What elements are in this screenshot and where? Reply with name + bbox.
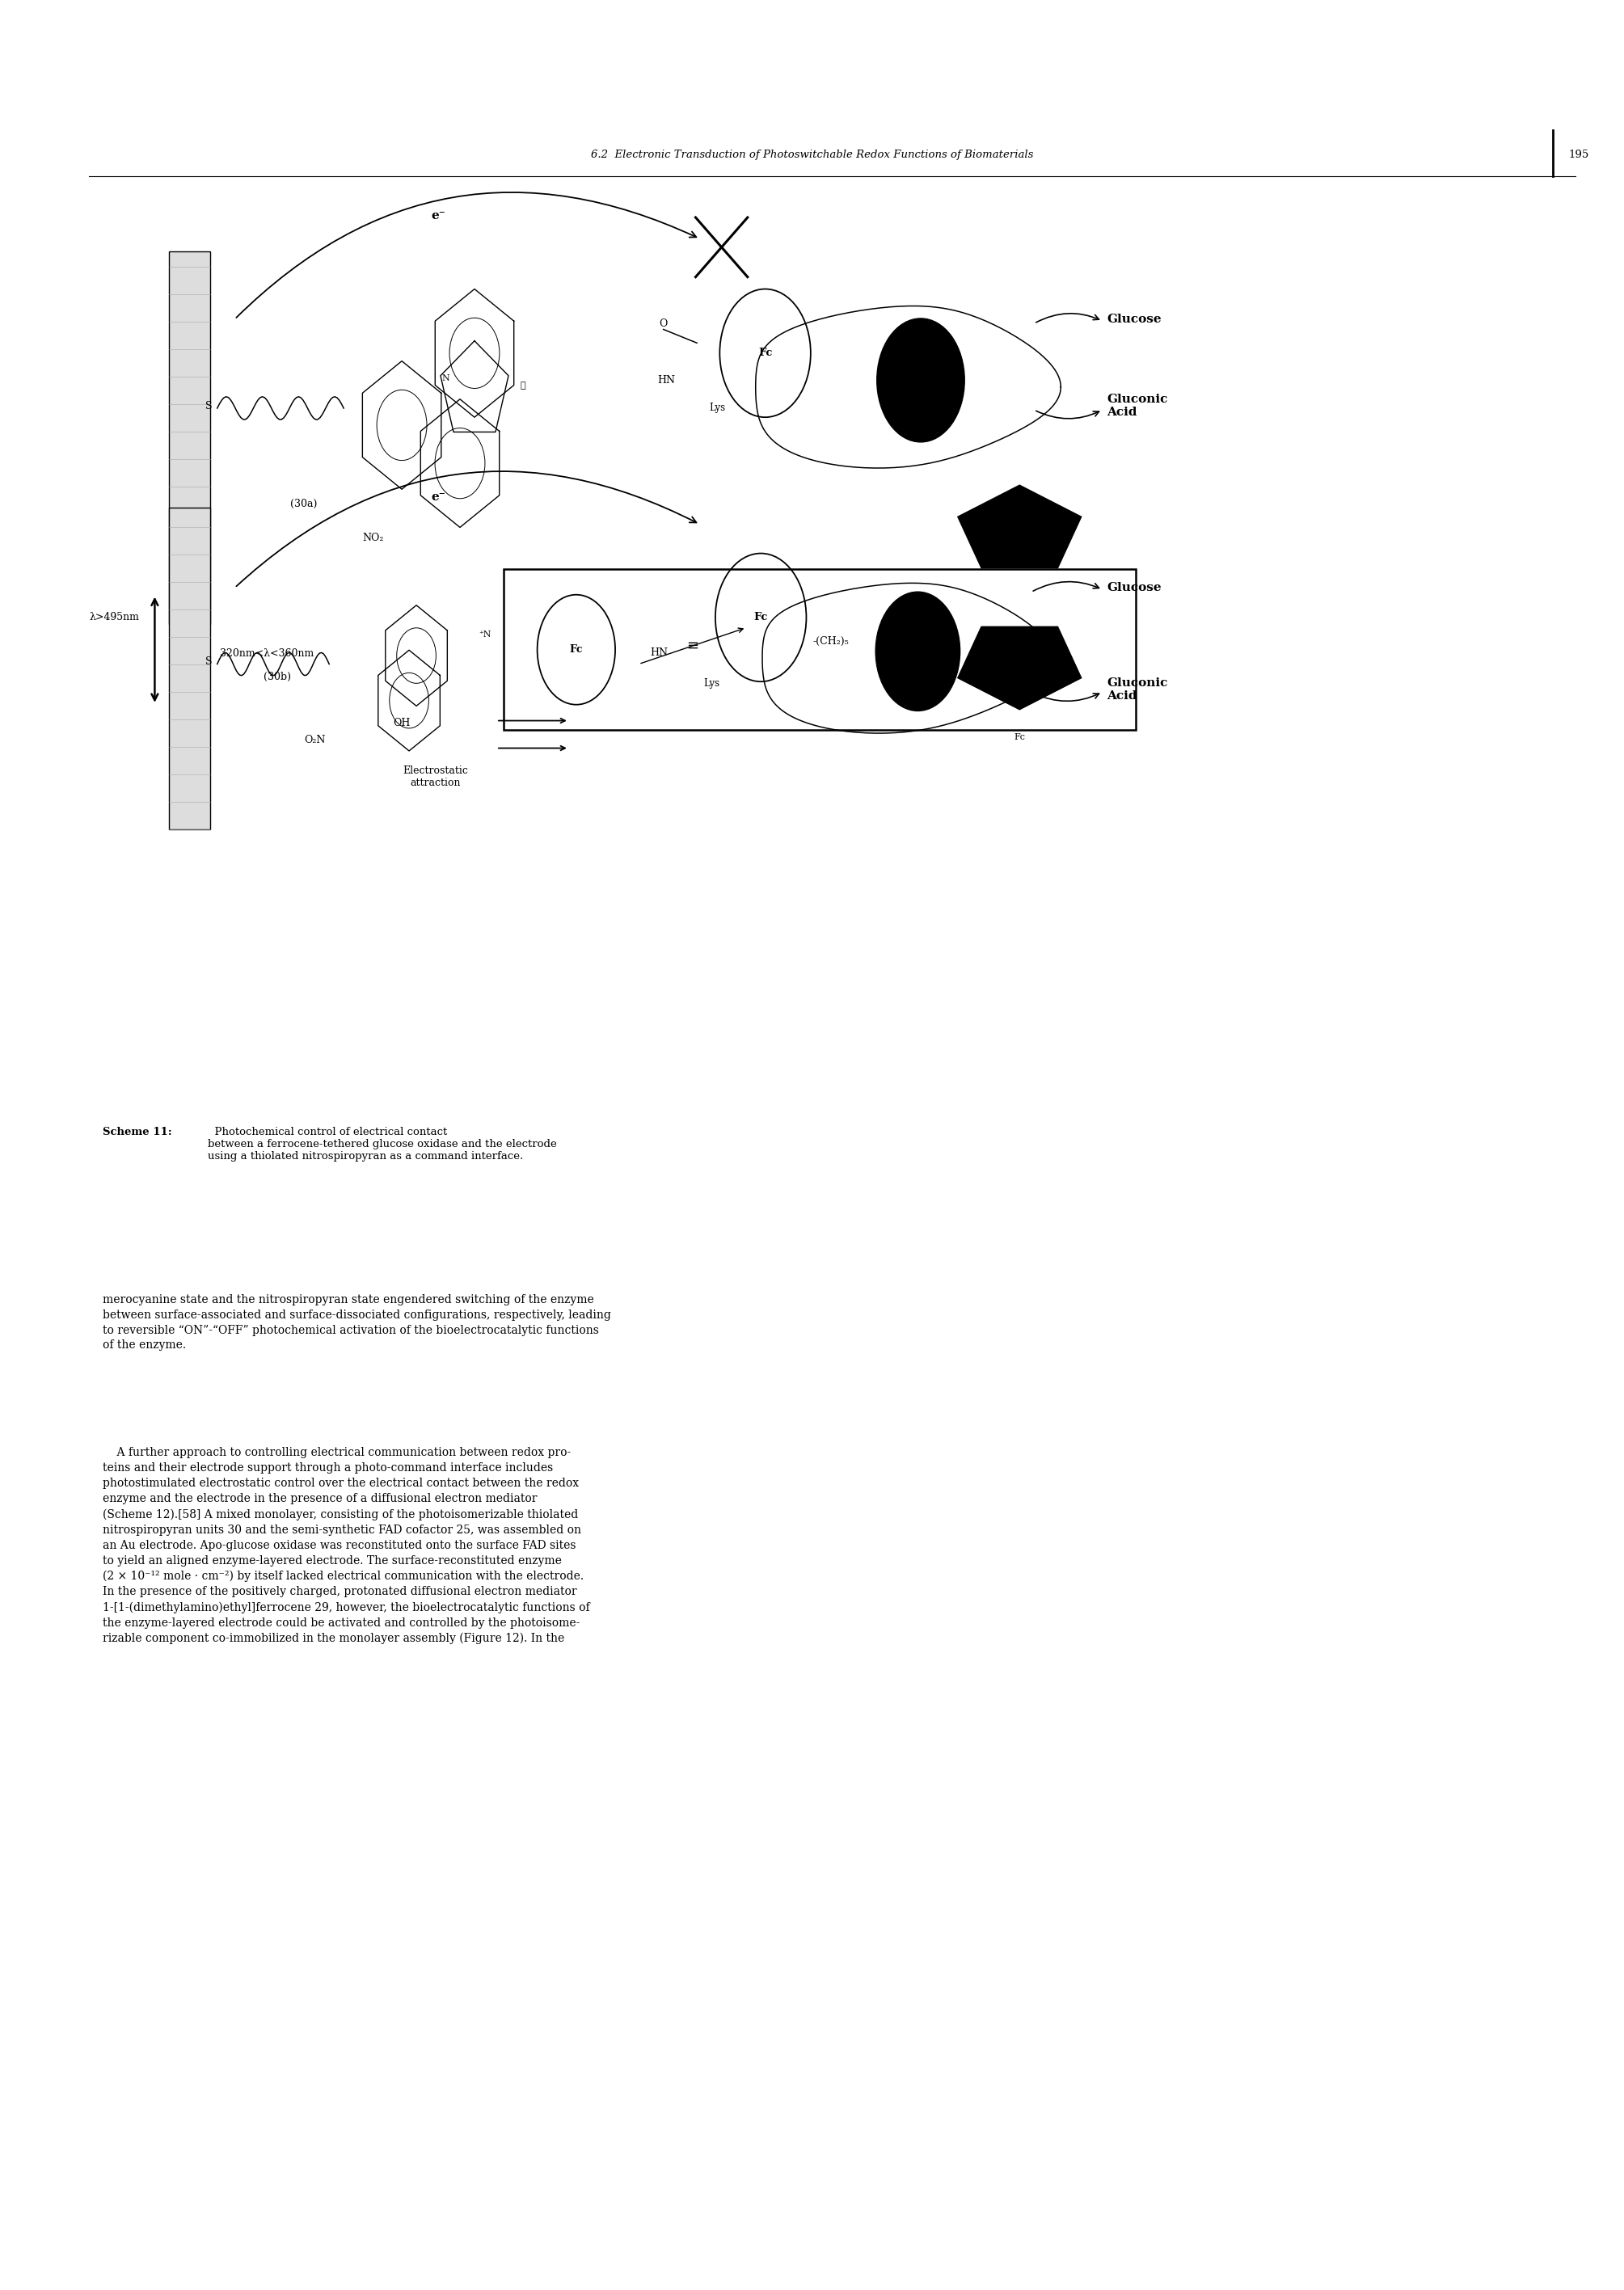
- Text: OH: OH: [393, 719, 411, 728]
- Text: Electrostatic
attraction: Electrostatic attraction: [403, 765, 468, 788]
- Circle shape: [877, 318, 965, 442]
- FancyArrowPatch shape: [1033, 694, 1099, 701]
- Text: Lys: Lys: [703, 678, 719, 689]
- Text: merocyanine state and the nitrospiropyran state engendered switching of the enzy: merocyanine state and the nitrospiropyra…: [102, 1294, 611, 1351]
- FancyArrowPatch shape: [235, 192, 697, 318]
- Text: NO₂: NO₂: [362, 534, 383, 543]
- Text: 6.2  Electronic Transduction of Photoswitchable Redox Functions of Biomaterials: 6.2 Electronic Transduction of Photoswit…: [591, 149, 1033, 160]
- Circle shape: [875, 591, 960, 710]
- FancyArrowPatch shape: [151, 600, 158, 701]
- Polygon shape: [958, 485, 1082, 568]
- Text: Lys: Lys: [710, 403, 726, 414]
- Text: -N: -N: [903, 637, 916, 646]
- Text: λ>495nm: λ>495nm: [89, 611, 140, 623]
- Text: N: N: [442, 376, 450, 382]
- Text: Gluconic
Acid: Gluconic Acid: [1106, 678, 1168, 701]
- Text: ⁺N: ⁺N: [479, 630, 490, 639]
- Text: S: S: [206, 401, 213, 412]
- Text: ⌒: ⌒: [520, 380, 525, 389]
- Bar: [503, 570, 1135, 731]
- Text: Glucose: Glucose: [1106, 582, 1161, 593]
- Text: Glucose: Glucose: [1106, 314, 1161, 325]
- Text: A further approach to controlling electrical communication between redox pro-
te: A further approach to controlling electr…: [102, 1447, 590, 1644]
- Text: Gluconic
Acid: Gluconic Acid: [1106, 394, 1168, 417]
- Text: H: H: [919, 678, 927, 687]
- Text: Scheme 11:: Scheme 11:: [102, 1127, 172, 1138]
- Text: Fc: Fc: [570, 643, 583, 655]
- Text: O: O: [659, 318, 667, 330]
- FancyArrowPatch shape: [237, 472, 697, 586]
- FancyArrowPatch shape: [1036, 410, 1099, 419]
- Text: Fc: Fc: [754, 611, 768, 623]
- FancyArrowPatch shape: [1033, 582, 1099, 591]
- Bar: [169, 252, 209, 625]
- Text: ≡: ≡: [687, 639, 698, 653]
- Text: -(CH₂)₅: -(CH₂)₅: [812, 637, 849, 646]
- Text: S: S: [206, 657, 213, 666]
- Text: (30a): (30a): [291, 499, 317, 508]
- Text: 195: 195: [1569, 149, 1590, 160]
- Text: e⁻: e⁻: [430, 211, 445, 222]
- Text: Fc: Fc: [758, 348, 771, 357]
- Text: 320nm<λ<360nm: 320nm<λ<360nm: [221, 648, 313, 660]
- Text: O₂N: O₂N: [304, 735, 326, 747]
- Text: Photochemical control of electrical contact
between a ferrocene-tethered glucose: Photochemical control of electrical cont…: [208, 1127, 557, 1161]
- Text: (30b): (30b): [263, 671, 291, 682]
- FancyArrowPatch shape: [1036, 314, 1099, 323]
- Text: HN: HN: [658, 376, 676, 385]
- Text: e⁻: e⁻: [430, 492, 445, 504]
- Text: HN: HN: [650, 648, 667, 657]
- Bar: [169, 508, 209, 829]
- Polygon shape: [958, 627, 1082, 710]
- Text: Fc: Fc: [1013, 733, 1025, 742]
